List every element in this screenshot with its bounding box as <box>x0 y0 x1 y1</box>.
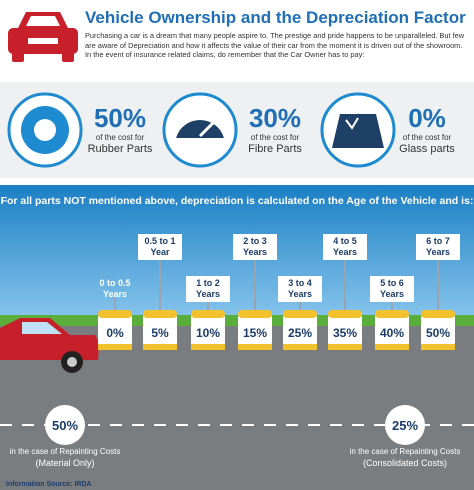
glass-icon <box>320 92 396 168</box>
gauge-icon <box>162 92 238 168</box>
rate-post-cap <box>375 310 409 318</box>
rate-post <box>328 310 362 350</box>
rate-post-base <box>191 344 225 350</box>
repaint-note: (Material Only) <box>35 458 95 468</box>
sign-board <box>278 276 322 302</box>
age-unit: Years <box>102 289 128 299</box>
intro-text: Purchasing a car is a dream that many pe… <box>85 31 465 59</box>
rate-post-base <box>98 344 132 350</box>
rate-post-base <box>421 344 455 350</box>
age-range: 0 to 0.5 <box>99 278 131 288</box>
rate-post-cap <box>283 310 317 318</box>
rate-post <box>375 310 409 350</box>
rate-post <box>98 310 132 350</box>
repaint-caption: in the case of Repainting Costs <box>349 447 461 456</box>
repaint-circle <box>45 405 85 445</box>
repaint-note: (Consolidated Costs) <box>362 458 448 468</box>
age-unit: Years <box>195 289 221 299</box>
part-caption: of the cost for <box>402 133 452 142</box>
age-range: 5 to 6 <box>380 278 404 288</box>
age-intro: For all parts NOT mentioned above, depre… <box>0 195 474 207</box>
age-range: 3 to 4 <box>288 278 312 288</box>
age-rate: 5% <box>151 326 169 340</box>
rate-post-cap <box>421 310 455 318</box>
part-name: Rubber Parts <box>87 143 153 155</box>
age-unit: Years <box>242 247 268 257</box>
age-unit: Years <box>332 247 358 257</box>
age-range: 4 to 5 <box>333 236 357 246</box>
age-range: 6 to 7 <box>426 236 450 246</box>
rate-post-base <box>238 344 272 350</box>
age-unit: Year <box>150 247 170 257</box>
rate-post-cap <box>238 310 272 318</box>
red-car <box>0 318 99 373</box>
age-unit: Years <box>425 247 451 257</box>
sign-board <box>233 234 277 260</box>
age-range: 0.5 to 1 <box>144 236 176 246</box>
part-percent: 50% <box>93 103 147 133</box>
sign-board <box>370 276 414 302</box>
age-rate: 35% <box>332 326 358 340</box>
part-name: Glass parts <box>399 143 455 155</box>
rate-post-base <box>328 344 362 350</box>
age-rate: 15% <box>242 326 268 340</box>
sign-board <box>416 234 460 260</box>
age-rate: 0% <box>106 326 124 340</box>
age-unit: Years <box>379 289 405 299</box>
source: Information Source: IRDA <box>6 481 92 488</box>
sign-board <box>186 276 230 302</box>
rate-post-cap <box>328 310 362 318</box>
sign-board <box>323 234 367 260</box>
rate-post <box>421 310 455 350</box>
part-name: Fibre Parts <box>248 143 302 155</box>
tire-icon <box>7 92 83 168</box>
age-range: 1 to 2 <box>196 278 220 288</box>
rate-post-base <box>283 344 317 350</box>
rate-post <box>143 310 177 350</box>
age-rate: 10% <box>195 326 221 340</box>
part-caption: of the cost for <box>95 133 145 142</box>
repaint-circle <box>385 405 425 445</box>
rate-post-cap <box>191 310 225 318</box>
part-percent: 30% <box>248 103 302 133</box>
age-range: 2 to 3 <box>243 236 267 246</box>
rate-post <box>283 310 317 350</box>
title: Vehicle Ownership and the Depreciation F… <box>85 8 466 27</box>
car-icon <box>8 12 78 62</box>
rate-post <box>191 310 225 350</box>
repaint-caption: in the case of Repainting Costs <box>9 447 121 456</box>
age-rate: 50% <box>425 326 451 340</box>
rate-post-cap <box>98 310 132 318</box>
part-percent: 0% <box>408 103 446 133</box>
rate-post-cap <box>143 310 177 318</box>
part-caption: of the cost for <box>250 133 300 142</box>
age-rate: 25% <box>287 326 313 340</box>
rate-post-base <box>143 344 177 350</box>
rate-post <box>238 310 272 350</box>
repaint-percent: 25% <box>391 418 419 433</box>
rate-post-base <box>375 344 409 350</box>
age-rate: 40% <box>379 326 405 340</box>
sign-board <box>138 234 182 260</box>
age-unit: Years <box>287 289 313 299</box>
repaint-percent: 50% <box>51 418 79 433</box>
